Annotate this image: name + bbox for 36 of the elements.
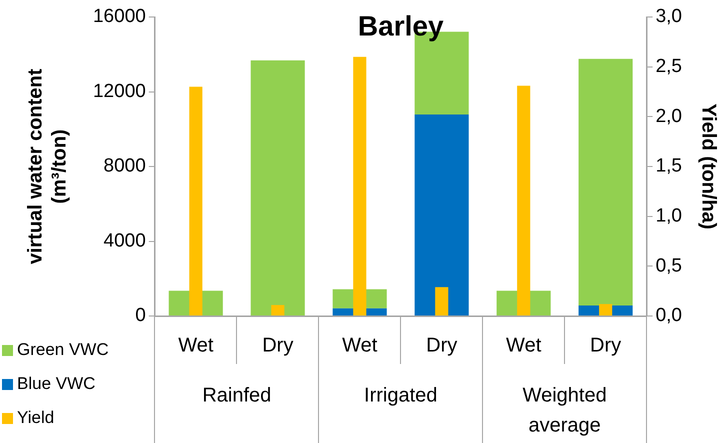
y2-tick-label: 1,0 xyxy=(656,206,682,227)
text: Weighted average xyxy=(522,384,607,437)
bar xyxy=(250,60,305,316)
y-tick-label: 0 xyxy=(135,305,146,326)
y2-tick-label: 0,5 xyxy=(656,255,682,276)
chart-title: Barley xyxy=(358,10,444,42)
y-axis-title: virtual water content (m³/ton) xyxy=(24,68,71,264)
y-tick-label: 4000 xyxy=(104,230,146,252)
x-tick-label: Wet xyxy=(506,334,542,357)
y-tick-label: 12000 xyxy=(92,80,146,102)
y2-axis-title: Yield (ton/ha) xyxy=(697,104,720,230)
y-tick-label: 8000 xyxy=(104,156,146,177)
x-tick-label: Wet xyxy=(342,334,378,357)
bar xyxy=(517,86,530,316)
x-tick-label: Dry xyxy=(426,334,458,357)
bar xyxy=(189,86,202,316)
legend-label: Green VWC xyxy=(17,340,109,360)
y2-tick-label: 3,0 xyxy=(656,6,682,28)
y2-tick-label: 1,5 xyxy=(656,156,682,177)
text: Irrigated xyxy=(364,384,438,407)
y2-tick-label: 2,5 xyxy=(656,56,682,78)
x-tick-label: Dry xyxy=(262,334,294,357)
bar xyxy=(435,287,448,316)
legend-label: Blue VWC xyxy=(17,374,96,394)
legend-label: Yield xyxy=(17,408,54,428)
bar xyxy=(599,304,612,316)
y2-tick-label: 2,0 xyxy=(656,106,682,127)
bar xyxy=(578,58,633,306)
x-tick-label: Wet xyxy=(178,334,214,357)
bar xyxy=(353,56,366,316)
bar xyxy=(414,114,469,316)
y2-tick-label: 0,0 xyxy=(656,305,682,326)
y-tick-label: 16000 xyxy=(92,6,146,28)
text: Rainfed xyxy=(202,384,272,407)
x-tick-label: Dry xyxy=(590,334,622,357)
bar xyxy=(271,305,284,316)
